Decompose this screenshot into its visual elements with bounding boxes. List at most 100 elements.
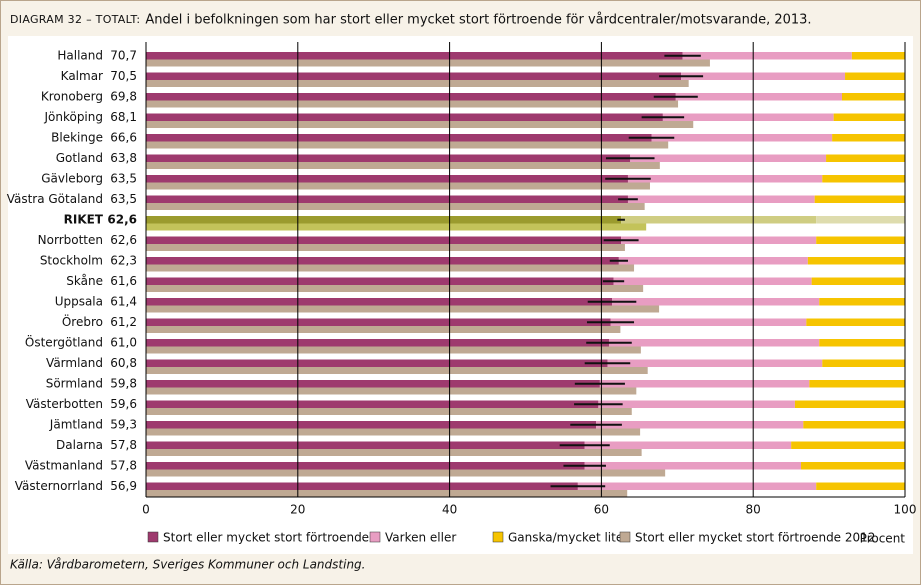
bar-2012 <box>146 408 632 415</box>
category-label: Kronoberg <box>41 90 103 104</box>
bar-segment <box>146 380 600 388</box>
bar-segment <box>146 52 683 60</box>
x-tick-label: 40 <box>442 503 457 517</box>
value-label: 69,8 <box>110 90 137 104</box>
bar-segment <box>146 113 663 121</box>
diagram-label: DIAGRAM 32 – TOTALT: <box>10 13 140 26</box>
bar-2012 <box>146 264 635 272</box>
bar-segment <box>146 298 613 306</box>
bar-segment <box>596 421 804 429</box>
bar-segment <box>832 134 905 142</box>
bar-2012 <box>146 367 648 374</box>
legend-swatch <box>147 531 159 543</box>
bar-segment <box>851 52 905 60</box>
category-label: Sörmland <box>46 377 103 391</box>
chart-title: Andel i befolkningen som har stort eller… <box>145 13 811 28</box>
category-label: Jämtland <box>49 418 103 432</box>
bar-segment <box>621 236 817 244</box>
value-label: 63,5 <box>110 192 137 206</box>
category-label: Gotland <box>56 151 103 165</box>
value-label: 70,7 <box>110 49 137 63</box>
bar-segment <box>146 216 622 224</box>
bar-segment <box>598 400 795 408</box>
bar-segment <box>662 113 834 121</box>
bar-segment <box>612 298 820 306</box>
bar-segment <box>651 134 833 142</box>
bar-segment <box>146 359 608 367</box>
bar-segment <box>618 257 808 265</box>
bar-2012 <box>146 469 666 477</box>
bar-segment <box>675 93 843 101</box>
bar-segment <box>608 339 820 347</box>
value-label: 60,8 <box>110 356 137 370</box>
value-label: 59,8 <box>110 377 137 391</box>
bar-segment <box>833 113 905 121</box>
bar-segment <box>584 441 792 449</box>
value-label: 62,3 <box>110 254 137 268</box>
category-label: Västerbotten <box>26 397 103 411</box>
x-axis-label: Procent <box>860 532 906 546</box>
bar-2012 <box>146 203 645 210</box>
bar-2012 <box>146 100 679 108</box>
bar-segment <box>842 93 905 101</box>
value-label: 68,1 <box>110 110 137 124</box>
legend-swatch <box>369 531 381 543</box>
bar-2012 <box>146 80 689 87</box>
x-tick-label: 60 <box>594 503 609 517</box>
value-label: 61,4 <box>110 295 137 309</box>
bar-segment <box>682 52 852 60</box>
legend-label: Stort eller mycket stort förtroende 2012 <box>635 531 875 545</box>
category-label: Västra Götaland <box>7 192 103 206</box>
bar-segment <box>146 462 585 470</box>
category-label: Jönköping <box>43 110 103 124</box>
x-tick-label: 100 <box>894 503 917 517</box>
value-label: 57,8 <box>110 459 137 473</box>
bar-segment <box>819 298 905 306</box>
legend-label: Stort eller mycket stort förtroende <box>163 531 369 545</box>
bar-segment <box>146 154 631 162</box>
category-label: Örebro <box>62 313 103 329</box>
category-label: Norrbotten <box>38 233 103 247</box>
bar-segment <box>801 462 905 470</box>
category-label: RIKET <box>64 213 104 227</box>
value-label: 61,0 <box>110 336 137 350</box>
value-label: 63,5 <box>110 172 137 186</box>
bar-segment <box>822 359 905 367</box>
bar-segment <box>845 72 905 80</box>
category-label: Värmland <box>46 356 103 370</box>
category-label: Stockholm <box>40 254 103 268</box>
bar-2012 <box>146 449 642 456</box>
bar-segment <box>627 175 823 183</box>
bar-segment <box>811 277 905 285</box>
bar-segment <box>826 154 905 162</box>
bar-2012 <box>146 326 621 333</box>
category-label: Skåne <box>66 274 103 288</box>
bar-segment <box>599 380 810 388</box>
bar-segment <box>816 482 905 490</box>
value-label: 62,6 <box>110 233 137 247</box>
bar-segment <box>816 236 905 244</box>
bar-segment <box>610 318 807 326</box>
bar-segment <box>630 154 827 162</box>
value-label: 63,8 <box>110 151 137 165</box>
value-label: 70,5 <box>110 69 137 83</box>
bar-segment <box>577 482 817 490</box>
bar-2012 <box>146 182 650 190</box>
category-label: Blekinge <box>51 131 103 145</box>
bar-segment <box>146 257 619 265</box>
bar-segment <box>146 441 585 449</box>
x-tick-label: 0 <box>142 503 150 517</box>
bar-segment <box>681 72 846 80</box>
legend-swatch <box>492 531 504 543</box>
bar-segment <box>146 72 682 80</box>
value-label: 59,3 <box>110 418 137 432</box>
x-tick-label: 20 <box>290 503 305 517</box>
bar-2012 <box>146 141 669 149</box>
bar-segment <box>822 175 905 183</box>
bar-segment <box>146 93 676 101</box>
bar-segment <box>816 216 905 224</box>
bar-segment <box>607 359 823 367</box>
value-label: 66,6 <box>110 131 137 145</box>
bar-2012 <box>146 490 628 497</box>
